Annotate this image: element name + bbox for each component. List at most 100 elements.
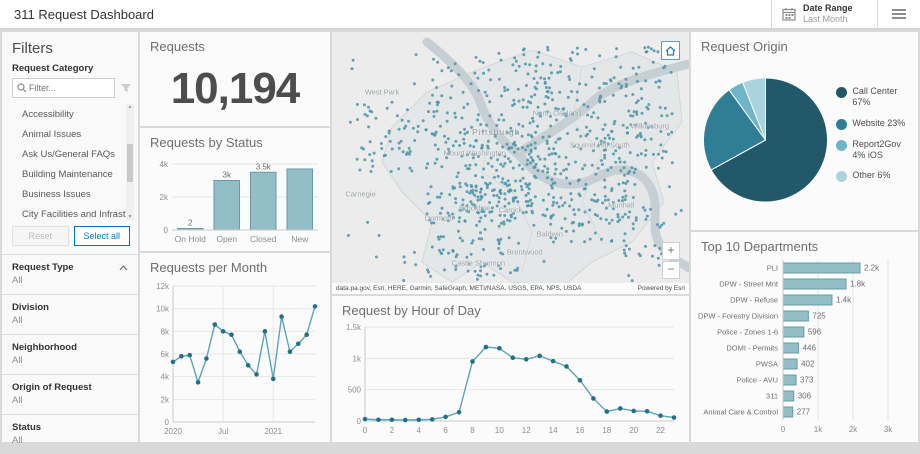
svg-text:New: New [291, 234, 309, 244]
svg-text:500: 500 [348, 386, 362, 395]
map-place-label: Dormont [424, 213, 454, 223]
map-canvas[interactable]: West Park Pittsburgh Mount Washington North… [332, 32, 689, 294]
svg-text:2: 2 [390, 426, 395, 435]
svg-text:12k: 12k [156, 282, 170, 291]
svg-text:4k: 4k [161, 373, 170, 382]
svg-text:6k: 6k [161, 350, 170, 359]
svg-text:1k: 1k [814, 425, 823, 434]
origin-pie-chart[interactable] [695, 58, 836, 222]
map-place-label: West Park [364, 87, 400, 97]
svg-text:2020: 2020 [164, 427, 182, 436]
svg-text:10: 10 [495, 426, 504, 435]
clear-filter-icon[interactable] [120, 83, 132, 93]
svg-text:0: 0 [164, 226, 169, 235]
svg-text:725: 725 [812, 312, 826, 321]
origin-panel-title: Request Origin [701, 39, 788, 54]
map-zoom-in-button[interactable]: + [662, 242, 680, 260]
calendar-icon [782, 8, 796, 21]
request-category-label: Request Category [12, 63, 94, 74]
hamburger-icon [892, 7, 906, 22]
filter-section-request-type[interactable]: Request Type All [2, 254, 138, 294]
svg-text:0: 0 [781, 425, 786, 434]
menu-button[interactable] [877, 0, 920, 28]
map-place-label: Brentwood [506, 247, 543, 257]
map-zoom-out-button[interactable]: − [662, 261, 680, 279]
requests-count: 10,194 [170, 64, 301, 113]
svg-text:2: 2 [188, 219, 193, 228]
svg-text:Jul: Jul [218, 427, 228, 436]
legend-swatch [836, 139, 848, 151]
map-home-button[interactable] [661, 41, 680, 60]
reset-button[interactable]: Reset [12, 226, 69, 246]
map-place-label: Mount Washington [443, 148, 506, 158]
map-panel[interactable]: West Park Pittsburgh Mount Washington North… [332, 32, 689, 294]
month-line-chart[interactable]: 0 2k 4k 6k 8k 10k 12k 2020 Jul 2021 [146, 279, 324, 437]
svg-text:3.5k: 3.5k [256, 162, 272, 171]
date-range-label: Date Range [803, 3, 853, 14]
category-item[interactable]: Animal Issues [22, 128, 82, 140]
page-title: 311 Request Dashboard [14, 7, 154, 22]
select-all-button[interactable]: Select all [73, 226, 130, 246]
svg-text:8k: 8k [161, 327, 170, 336]
month-chart-title: Requests per Month [150, 260, 268, 275]
legend-item: Website 23% [836, 118, 914, 130]
legend-swatch [836, 171, 848, 182]
map-place-label: Pittsburgh [472, 126, 521, 137]
legend-item: Other 6% [836, 170, 914, 182]
category-scrollbar[interactable]: ▲ ▼ [126, 104, 134, 220]
svg-text:2k: 2k [160, 193, 169, 202]
category-item[interactable]: Business Issues [22, 188, 91, 200]
search-icon [17, 83, 27, 93]
category-item[interactable]: Ask Us/General FAQs [22, 148, 115, 160]
scroll-down-icon[interactable]: ▼ [127, 214, 133, 220]
svg-text:306: 306 [798, 392, 812, 401]
map-attribution-sources: data.pa.gov, Esri, HERE, Garmin, SafeGra… [336, 285, 582, 292]
svg-text:402: 402 [801, 360, 815, 369]
filter-section-origin[interactable]: Origin of Request All [2, 374, 138, 414]
svg-text:12: 12 [522, 426, 531, 435]
svg-text:DOMI - Permits: DOMI - Permits [726, 344, 778, 353]
filters-sidebar: Filters Request Category Accessibility A… [2, 32, 138, 446]
svg-text:596: 596 [808, 328, 822, 337]
status-bar-chart[interactable]: 0 2k 4k 2 On Hold 3k Open 3.5k Closed New [146, 152, 324, 246]
category-item[interactable]: Building Maintenance [22, 168, 113, 180]
filter-section-status[interactable]: Status All [2, 414, 138, 454]
svg-text:277: 277 [797, 408, 811, 417]
departments-panel-title: Top 10 Departments [701, 239, 819, 254]
filter-section-division[interactable]: Division All [2, 294, 138, 334]
header-bar: 311 Request Dashboard Date Range Last Mo… [0, 0, 920, 30]
category-item[interactable]: Accessibility [22, 108, 74, 120]
date-range-selector[interactable]: Date Range Last Month [771, 0, 876, 28]
departments-bar-chart[interactable]: 0 1k 2k 3k PLI 2.2k DPW - Street Mnt 1.8k DPW - … [695, 256, 914, 436]
svg-text:4: 4 [417, 426, 422, 435]
home-icon [665, 45, 676, 56]
status-chart-panel: Requests by Status 0 2k 4k 2 On Hold 3k Open 3.… [140, 128, 330, 251]
hour-line-chart[interactable]: 0 500 1k 1.5k 0 2 4 6 8 10 12 14 16 18 20 22 [338, 320, 683, 436]
status-chart-title: Requests by Status [150, 135, 263, 150]
category-list: Accessibility Animal Issues Ask Us/Gener… [12, 104, 134, 220]
category-item[interactable]: City Facilities and Infrastructure [22, 208, 134, 220]
svg-text:3k: 3k [884, 425, 893, 434]
month-chart-panel: Requests per Month 0 2k 4k 6k 8k 10k 12k 2020 Ju… [140, 253, 330, 442]
category-filter-input[interactable] [27, 82, 110, 94]
svg-text:8: 8 [470, 426, 475, 435]
svg-text:2021: 2021 [264, 427, 282, 436]
svg-text:16: 16 [576, 426, 585, 435]
filter-section-neighborhood[interactable]: Neighborhood All [2, 334, 138, 374]
svg-text:3k: 3k [223, 171, 232, 180]
hour-chart-panel: Request by Hour of Day 0 500 1k 1.5k 0 2 4 6 8 10… [332, 296, 689, 442]
svg-text:DPW - Street Mnt: DPW - Street Mnt [719, 280, 779, 289]
svg-text:Open: Open [216, 234, 237, 244]
svg-text:6: 6 [443, 426, 448, 435]
svg-text:446: 446 [803, 344, 817, 353]
map-place-label: Squirrel Hill South [569, 140, 630, 150]
svg-text:PLI: PLI [767, 264, 778, 273]
map-place-label: North Oakland [532, 108, 582, 118]
svg-text:22: 22 [656, 426, 665, 435]
svg-text:20: 20 [629, 426, 638, 435]
legend-item: Call Center 67% [836, 86, 914, 109]
svg-text:PWSA: PWSA [756, 360, 778, 369]
scroll-up-icon[interactable]: ▲ [127, 104, 133, 110]
map-attribution: data.pa.gov, Esri, HERE, Garmin, SafeGra… [332, 283, 689, 294]
